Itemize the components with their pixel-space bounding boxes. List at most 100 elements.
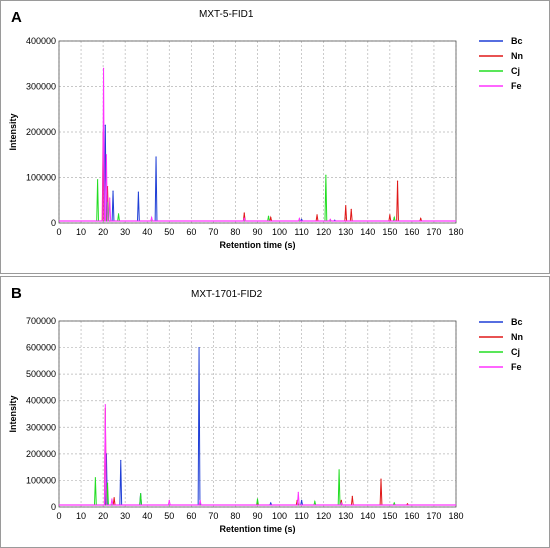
- peak-point: [113, 497, 115, 499]
- peak-point: [270, 216, 272, 219]
- x-tick-label: 30: [120, 511, 130, 521]
- x-tick-label: 30: [120, 227, 130, 237]
- peak-point: [104, 124, 106, 126]
- y-tick-label: 300000: [26, 422, 56, 432]
- x-tick-label: 180: [448, 227, 463, 237]
- panel-letter: B: [11, 285, 22, 302]
- peak-point: [105, 154, 108, 156]
- peak-point: [301, 499, 303, 501]
- y-tick-label: 600000: [26, 343, 56, 353]
- plot-frame: [58, 320, 457, 508]
- peak-point: [420, 217, 422, 220]
- peak-point: [243, 212, 245, 214]
- chart-title: MXT-5-FID1: [199, 9, 254, 20]
- peak-point: [111, 498, 113, 500]
- peak-point: [104, 404, 106, 406]
- legend-label: Cj: [511, 347, 520, 357]
- x-tick-label: 80: [230, 227, 240, 237]
- legend-label: Nn: [511, 332, 523, 342]
- x-tick-label: 20: [98, 227, 108, 237]
- y-tick-label: 200000: [26, 449, 56, 459]
- x-tick-label: 90: [252, 511, 262, 521]
- series-fe: [59, 67, 456, 222]
- y-tick-label: 700000: [26, 316, 56, 326]
- peak-point: [325, 174, 327, 176]
- x-tick-label: 120: [316, 227, 331, 237]
- x-tick-label: 70: [208, 511, 218, 521]
- peak-point: [270, 502, 272, 504]
- peak-point: [198, 346, 200, 349]
- x-tick-label: 60: [186, 227, 196, 237]
- peak-point: [406, 503, 409, 505]
- x-tick-label: 160: [404, 227, 419, 237]
- chart-title: MXT-1701-FID2: [191, 289, 263, 300]
- x-tick-label: 10: [76, 511, 86, 521]
- peak-point: [329, 218, 331, 220]
- chart-panel-b: B MXT-1701-FID2 0 10 20 30 40 50 60 70 80 90 100 11…: [0, 276, 550, 548]
- x-tick-label: 40: [142, 227, 152, 237]
- peak-point: [151, 216, 153, 219]
- peak-point: [351, 495, 353, 497]
- grid: [58, 40, 457, 224]
- y-tick-label: 0: [51, 502, 56, 512]
- chart-panel-a: A MXT-5-FID1 0 10 20 30 40 50 60 70 80 90 100 110 12…: [0, 0, 550, 274]
- series-line: [59, 404, 456, 506]
- peak-point: [102, 67, 105, 69]
- x-tick-label: 150: [382, 227, 397, 237]
- x-axis-label: Retention time (s): [219, 240, 295, 250]
- x-tick-label: 110: [294, 511, 308, 521]
- peak-point: [243, 217, 245, 220]
- legend: Bc Nn Cj Fe: [479, 36, 523, 91]
- y-tick-label: 0: [51, 218, 56, 228]
- x-tick-label: 80: [230, 511, 240, 521]
- x-tick-label: 10: [76, 227, 86, 237]
- x-tick-label: 70: [208, 227, 218, 237]
- peak-point: [199, 499, 201, 501]
- x-tick-label: 130: [338, 227, 353, 237]
- peak-point: [389, 214, 391, 216]
- y-tick-label: 100000: [26, 475, 56, 485]
- peak-point: [393, 502, 395, 504]
- series-nn: [59, 131, 456, 222]
- x-tick-label: 150: [382, 511, 397, 521]
- peak-point: [155, 156, 157, 158]
- series-line: [59, 469, 456, 506]
- peak-point: [120, 459, 122, 462]
- x-tick-label: 60: [186, 511, 196, 521]
- peak-point: [117, 213, 120, 215]
- x-tick-label: 170: [426, 227, 441, 237]
- x-axis-label: Retention time (s): [219, 524, 295, 534]
- y-tick-label: 200000: [26, 127, 56, 137]
- y-axis-label: Intensity: [8, 113, 18, 150]
- x-tick-label: 50: [164, 227, 174, 237]
- peak-point: [350, 208, 352, 210]
- peak-point: [140, 493, 142, 495]
- y-tick-label: 400000: [26, 396, 56, 406]
- peak-point: [393, 216, 395, 219]
- peak-point: [96, 179, 99, 181]
- peak-point: [297, 491, 299, 493]
- peak-point: [314, 501, 316, 503]
- peak-point: [340, 499, 342, 501]
- peak-point: [106, 482, 109, 484]
- x-tick-label: 100: [272, 511, 287, 521]
- x-tick-label: 0: [56, 227, 61, 237]
- y-tick-label: 100000: [26, 173, 56, 183]
- series-fe: [59, 404, 456, 506]
- y-tick-label: 500000: [26, 369, 56, 379]
- peak-point: [94, 477, 96, 479]
- legend-label: Fe: [511, 362, 522, 372]
- peak-point: [112, 190, 114, 192]
- peak-point: [316, 214, 318, 216]
- grid: [58, 320, 457, 508]
- peak-point: [109, 197, 111, 199]
- peak-point: [340, 502, 342, 504]
- x-tick-label: 180: [448, 511, 463, 521]
- x-tick-label: 160: [404, 511, 419, 521]
- legend-label: Nn: [511, 51, 523, 61]
- y-axis-label: Intensity: [8, 395, 18, 432]
- x-tick-label: 0: [56, 511, 61, 521]
- legend-label: Bc: [511, 317, 523, 327]
- chromatogram-plot-b: 0 10 20 30 40 50 60 70 80 90 100 110 120 130 140 150 160…: [8, 316, 523, 534]
- legend: Bc Nn Cj Fe: [479, 317, 523, 372]
